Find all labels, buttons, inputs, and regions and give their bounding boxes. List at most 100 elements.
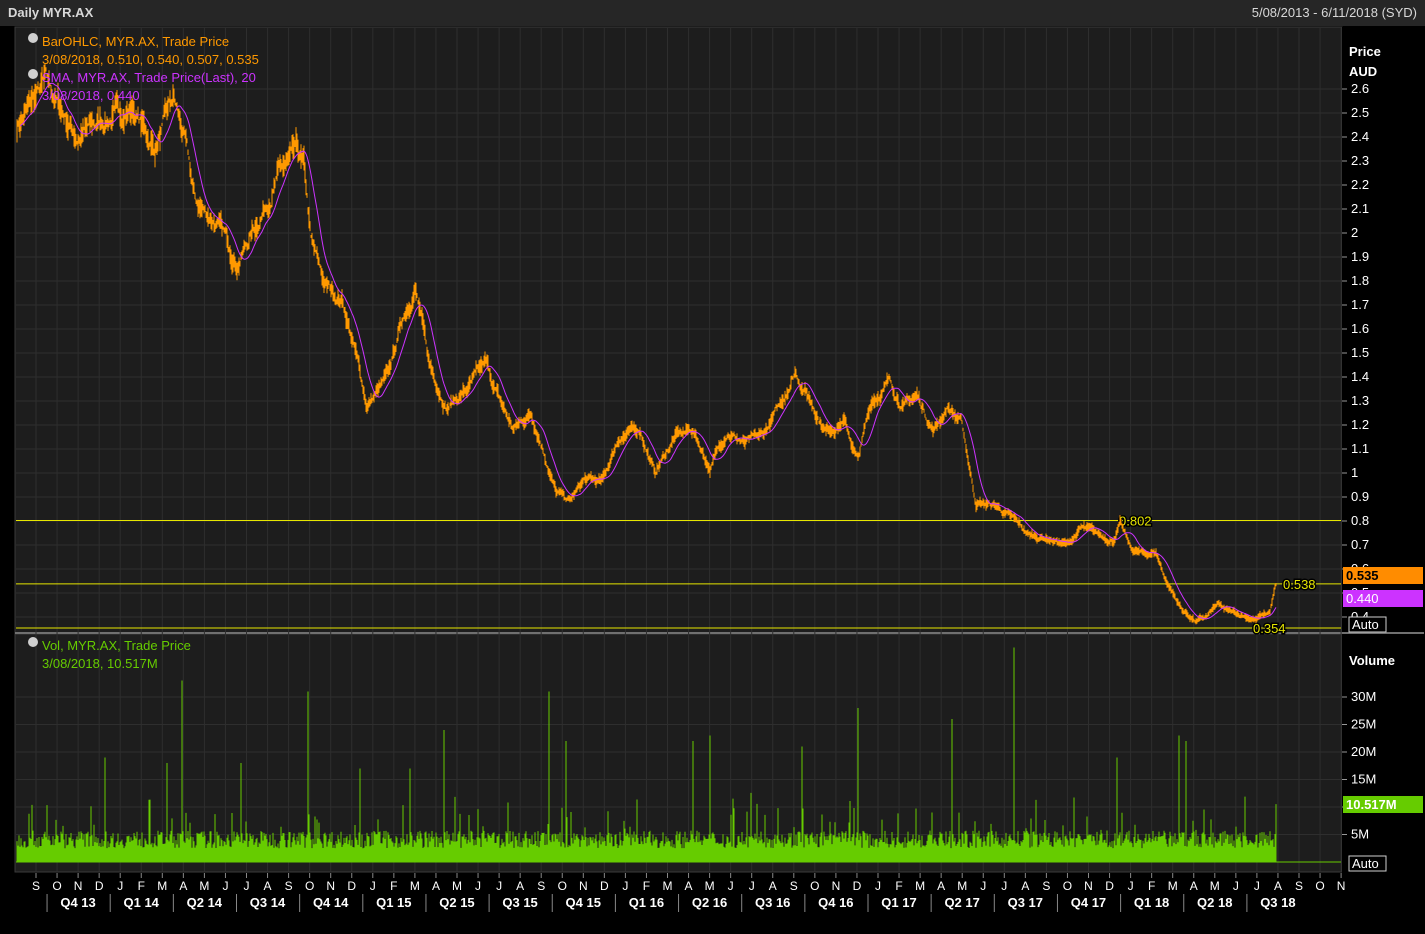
quarter-label: Q3 17 (1008, 895, 1043, 910)
month-label: D (95, 879, 104, 893)
price-tick-label: 1.1 (1351, 441, 1369, 456)
quarter-label: Q1 17 (881, 895, 916, 910)
price-tick-label: 1.3 (1351, 393, 1369, 408)
quarter-label: Q4 17 (1071, 895, 1106, 910)
quarter-label: Q4 14 (313, 895, 349, 910)
legend-expand-icon[interactable] (28, 637, 38, 647)
quarter-label: Q2 18 (1197, 895, 1232, 910)
price-tick-label: 2.4 (1351, 129, 1369, 144)
quarter-label: Q1 18 (1134, 895, 1169, 910)
month-label: J (370, 879, 376, 893)
quarter-label: Q1 14 (123, 895, 159, 910)
month-label: S (537, 879, 545, 893)
month-label: J (244, 879, 250, 893)
month-label: S (285, 879, 293, 893)
quarter-label: Q2 14 (187, 895, 223, 910)
month-label: D (1105, 879, 1114, 893)
price-tick-label: 2.6 (1351, 81, 1369, 96)
month-label: N (326, 879, 335, 893)
price-axis-ticks: 0.40.50.60.70.80.911.11.21.31.41.51.61.7… (1342, 81, 1369, 624)
price-tick-label: 1.5 (1351, 345, 1369, 360)
price-tick-label: 0.7 (1351, 537, 1369, 552)
month-label: O (52, 879, 61, 893)
month-label: A (685, 879, 693, 893)
month-label: J (728, 879, 734, 893)
price-tick-label: 0.8 (1351, 513, 1369, 528)
month-label: F (1148, 879, 1155, 893)
volume-legend-name: Vol, MYR.AX, Trade Price (42, 638, 191, 653)
price-auto-button[interactable] (1348, 616, 1387, 633)
price-axis-title: Price (1349, 44, 1381, 59)
volume-auto-button[interactable] (1348, 855, 1387, 872)
month-label: M (410, 879, 420, 893)
price-tick-label: 1.8 (1351, 273, 1369, 288)
month-label: N (74, 879, 83, 893)
volume-tick-label: 25M (1351, 717, 1376, 732)
price-tick-label: 2.1 (1351, 201, 1369, 216)
quarter-label: Q3 15 (502, 895, 537, 910)
last-price-label: 0.535 (1346, 568, 1379, 583)
price-bars (16, 64, 1277, 625)
month-label: O (1315, 879, 1324, 893)
month-label: F (895, 879, 902, 893)
month-label: J (117, 879, 123, 893)
last-sma-badge (1343, 590, 1423, 607)
month-label: S (1295, 879, 1303, 893)
price-tick-label: 1.4 (1351, 369, 1369, 384)
month-label: J (1128, 879, 1134, 893)
volume-panel[interactable] (14, 633, 1343, 873)
price-tick-label: 1 (1351, 465, 1358, 480)
month-label: A (516, 879, 524, 893)
volume-legend[interactable]: Vol, MYR.AX, Trade Price 3/08/2018, 10.5… (28, 637, 191, 671)
month-label: A (1190, 879, 1198, 893)
quarter-label: Q3 14 (250, 895, 286, 910)
month-label: A (432, 879, 440, 893)
last-sma-label: 0.440 (1346, 591, 1379, 606)
price-tick-label: 2 (1351, 225, 1358, 240)
month-label: M (452, 879, 462, 893)
ohlc-legend-value: 3/08/2018, 0.510, 0.540, 0.507, 0.535 (42, 52, 259, 67)
month-label: J (496, 879, 502, 893)
volume-auto-label[interactable]: Auto (1352, 856, 1379, 871)
ohlc-legend-name: BarOHLC, MYR.AX, Trade Price (42, 34, 229, 49)
month-label: J (749, 879, 755, 893)
legend-expand-icon[interactable] (28, 69, 38, 79)
legend-expand-icon[interactable] (28, 33, 38, 43)
month-label: N (1337, 879, 1346, 893)
price-legend[interactable]: BarOHLC, MYR.AX, Trade Price 3/08/2018, … (28, 33, 259, 103)
month-label: F (390, 879, 397, 893)
month-label: D (853, 879, 862, 893)
price-tick-label: 1.2 (1351, 417, 1369, 432)
date-range[interactable]: 5/08/2013 - 6/11/2018 (SYD) (1251, 5, 1417, 20)
grid-lines (16, 28, 1342, 872)
sma-legend-name: SMA, MYR.AX, Trade Price(Last), 20 (42, 70, 256, 85)
price-auto-label[interactable]: Auto (1352, 617, 1379, 632)
title-bar: Daily MYR.AX 5/08/2013 - 6/11/2018 (SYD) (0, 0, 1425, 26)
volume-axis-title: Volume (1349, 653, 1395, 668)
month-label: S (1042, 879, 1050, 893)
month-label: M (1168, 879, 1178, 893)
hline-label: 0.538 (1283, 577, 1316, 592)
window-title: Daily MYR.AX (8, 5, 94, 20)
last-volume-label: 10.517M (1346, 797, 1397, 812)
month-label: J (222, 879, 228, 893)
month-label: J (622, 879, 628, 893)
quarter-label: Q4 16 (818, 895, 853, 910)
month-label: N (579, 879, 588, 893)
month-label: O (558, 879, 567, 893)
volume-tick-label: 15M (1351, 772, 1376, 787)
volume-tick-label: 5M (1351, 827, 1369, 842)
price-panel[interactable] (14, 26, 1343, 634)
quarter-label: Q4 13 (60, 895, 95, 910)
price-tick-label: 2.2 (1351, 177, 1369, 192)
hline-label: 0.802 (1119, 514, 1152, 529)
month-label: A (179, 879, 187, 893)
month-label: A (1021, 879, 1029, 893)
price-tick-label: 2.5 (1351, 105, 1369, 120)
price-tick-label: 0.9 (1351, 489, 1369, 504)
quarter-label: Q2 16 (692, 895, 727, 910)
sma-legend-value: 3/08/2018, 0.440 (42, 88, 140, 103)
hline-label: 0.354 (1253, 621, 1286, 636)
price-tick-label: 1.9 (1351, 249, 1369, 264)
